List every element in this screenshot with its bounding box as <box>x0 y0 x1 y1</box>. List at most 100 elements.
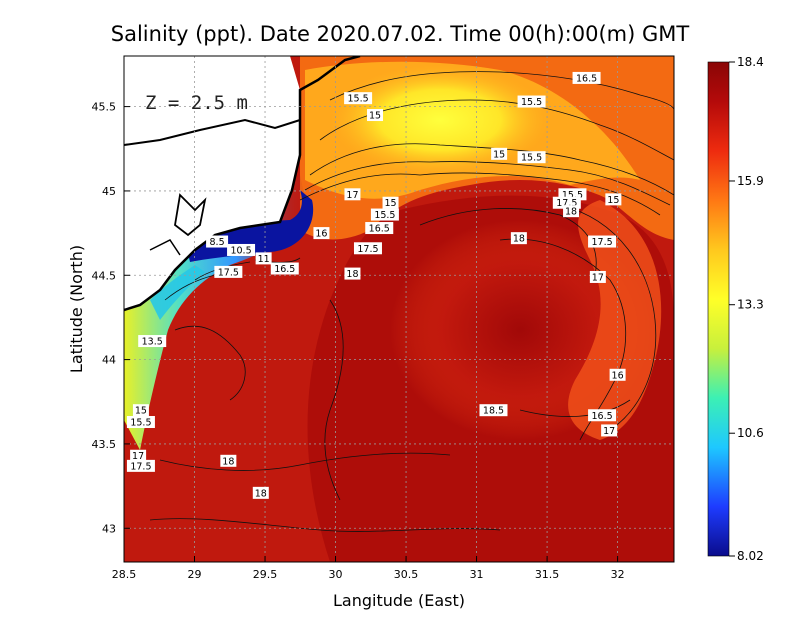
contour-label-box <box>255 252 272 265</box>
contour-label-text: 17.5 <box>130 461 151 472</box>
contour-label-box <box>491 147 508 160</box>
x-tick-label: 28.5 <box>112 568 137 581</box>
contour-label-text: 17.5 <box>357 244 378 255</box>
contour-label: 15.5 <box>370 208 399 221</box>
y-axis-title: Latitude (North) <box>67 245 86 373</box>
colorbar-tick-label: 15.9 <box>737 174 764 188</box>
contour-label-text: 15 <box>135 406 147 417</box>
coastline <box>124 56 361 312</box>
contour-label-box <box>605 193 622 206</box>
contour-label: 17.5 <box>126 459 155 472</box>
y-tick-label: 45.5 <box>92 101 117 114</box>
contour-label-box <box>344 267 361 280</box>
contour-label: 16.5 <box>588 409 617 422</box>
chart-title: Salinity (ppt). Date 2020.07.02. Time 00… <box>111 22 690 46</box>
contour-label: 17.5 <box>214 265 243 278</box>
contour-label: 10.5 <box>227 243 256 256</box>
contour-label-text: 18 <box>346 269 358 280</box>
contour-label-text: 18 <box>255 488 267 499</box>
contour-label-box <box>563 205 580 218</box>
contour-label-box <box>214 265 243 278</box>
contour-label: 16.5 <box>572 71 601 84</box>
contour-label-box <box>479 404 508 417</box>
contour-label-text: 18.5 <box>483 406 504 417</box>
y-axis: 43 43.5 44 44.5 45 45.5 <box>92 101 130 535</box>
colorbar-tick-label: 18.4 <box>737 55 764 69</box>
contour-label-text: 11 <box>258 254 270 265</box>
contour-label: 18 <box>563 205 580 218</box>
contour-label-box <box>206 235 229 248</box>
contour-label: 18.5 <box>479 404 508 417</box>
low-salinity-plume-yellow <box>330 65 550 175</box>
colorbar-tick-label: 13.3 <box>737 298 764 312</box>
y-tick-label: 45 <box>102 185 116 198</box>
contour-label: 18 <box>510 232 527 245</box>
contour-label: 16.5 <box>270 262 299 275</box>
contour-label: 16.5 <box>365 222 394 235</box>
x-tick-label: 30.5 <box>394 568 419 581</box>
contour-label-box <box>353 242 382 255</box>
contour-label-text: 15.5 <box>562 190 583 201</box>
contour-label-text: 15.5 <box>348 94 369 105</box>
contour-label: 11 <box>255 252 272 265</box>
contour-label-text: 16 <box>315 229 327 240</box>
contour-label-box <box>601 424 618 437</box>
x-tick-label: 29.5 <box>253 568 278 581</box>
contour-label-text: 15.5 <box>374 210 395 221</box>
contour-label: 16 <box>313 227 330 240</box>
lagoon-outline <box>124 118 301 146</box>
contour-label-text: 17 <box>592 272 604 283</box>
contour-label-text: 17.5 <box>218 267 239 278</box>
contour-label-box <box>126 416 155 429</box>
contour-label: 13.5 <box>138 335 167 348</box>
contour-label-text: 15.5 <box>130 418 151 429</box>
contour-label: 15 <box>382 196 399 209</box>
contour-label: 17.5 <box>588 235 617 248</box>
contour-label-box <box>588 235 617 248</box>
eastern-meander <box>568 200 662 440</box>
contour-label: 18 <box>344 267 361 280</box>
contour-label-text: 17.5 <box>556 198 577 209</box>
contour-label-box <box>382 196 399 209</box>
land-mass <box>124 56 300 310</box>
cyan-front <box>150 265 205 320</box>
contour-lines <box>149 71 674 532</box>
contour-label-box <box>270 262 299 275</box>
contour-label-box <box>132 404 149 417</box>
contour-label: 15.5 <box>126 416 155 429</box>
contour-label-text: 17 <box>603 426 615 437</box>
contour-label-box <box>609 368 626 381</box>
contour-label-text: 15 <box>607 195 619 206</box>
depth-label: Z = 2.5 m <box>145 92 248 114</box>
contour-label: 15.5 <box>517 95 546 108</box>
contour-label: 17 <box>130 449 147 462</box>
contour-label-box <box>344 92 373 105</box>
contour-label-box <box>589 270 606 283</box>
contour-label-box <box>517 151 546 164</box>
contour-label-box <box>227 243 256 256</box>
plot-area <box>124 56 674 562</box>
colorbar-ticks: 18.4 15.9 13.3 10.6 8.02 <box>729 55 764 563</box>
contour-label: 17.5 <box>353 242 382 255</box>
contour-label-text: 16.5 <box>274 264 295 275</box>
contour-label: 18 <box>220 454 237 467</box>
contour-label-text: 18 <box>222 456 234 467</box>
contour-label: 15.5 <box>344 92 373 105</box>
contour-label-text: 15 <box>493 149 505 160</box>
contour-label-text: 16.5 <box>369 224 390 235</box>
contour-label: 17 <box>344 188 361 201</box>
contour-label-box <box>252 486 269 499</box>
contour-label-text: 18 <box>513 234 525 245</box>
contour-label-box <box>367 109 384 122</box>
contour-label-box <box>126 459 155 472</box>
contour-label-text: 18 <box>565 207 577 218</box>
contour-label: 15 <box>132 404 149 417</box>
contour-label-box <box>510 232 527 245</box>
y-tick-label: 43 <box>102 522 116 535</box>
y-tick-label: 44 <box>102 354 116 367</box>
contour-label-text: 16.5 <box>591 411 612 422</box>
contour-label: 15 <box>605 193 622 206</box>
colorbar <box>707 61 730 557</box>
contour-label-text: 17.5 <box>591 237 612 248</box>
